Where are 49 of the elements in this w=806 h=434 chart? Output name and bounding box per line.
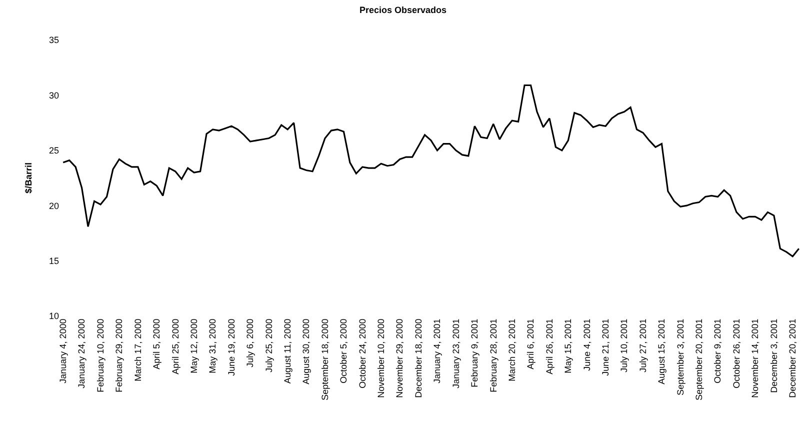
x-tick-label: October 5, 2000 — [338, 318, 349, 384]
y-tick-label: 25 — [48, 146, 59, 156]
x-tick-label: June 21, 2001 — [600, 318, 611, 376]
x-tick-label: April 6, 2001 — [526, 318, 536, 370]
x-tick-label: March 17, 2000 — [132, 318, 143, 382]
x-tick-label: November 10, 2000 — [376, 318, 386, 398]
x-tick-label: January 24, 2000 — [76, 318, 87, 388]
x-tick-label: February 10, 2000 — [95, 318, 106, 392]
y-tick-label: 10 — [48, 311, 59, 322]
x-tick-label: July 27, 2001 — [638, 318, 648, 372]
chart-title: Precios Observados — [359, 4, 447, 15]
x-tick-label: November 29, 2000 — [394, 318, 405, 398]
x-tick-label: January 23, 2001 — [450, 318, 461, 388]
y-tick-label: 20 — [48, 200, 59, 211]
x-tick-label: October 24, 2000 — [357, 318, 368, 388]
x-tick-label: September 20, 2001 — [694, 318, 704, 400]
x-tick-label: July 25, 2000 — [264, 318, 274, 372]
x-tick-label: February 28, 2001 — [488, 318, 498, 392]
x-tick-label: May 31, 2000 — [208, 318, 218, 374]
x-tick-label: April 5, 2000 — [152, 318, 162, 370]
x-tick-label: August 11, 2000 — [282, 318, 293, 384]
x-tick-label: May 12, 2000 — [188, 318, 199, 374]
x-tick-label: August 30, 2000 — [301, 318, 312, 384]
x-tick-label: June 19, 2000 — [226, 318, 236, 376]
y-tick-label: 15 — [48, 256, 59, 266]
x-tick-label: July 10, 2001 — [619, 318, 630, 372]
x-tick-label: October 9, 2001 — [712, 318, 723, 384]
x-tick-label: August 15, 2001 — [656, 318, 667, 384]
x-tick-label: November 14, 2001 — [750, 318, 760, 398]
x-tick-label: December 20, 2001 — [788, 318, 798, 398]
x-tick-label: March 20, 2001 — [506, 318, 517, 382]
x-tick-label: April 26, 2001 — [544, 318, 554, 374]
y-tick-label: 30 — [48, 90, 59, 100]
x-tick-label: January 4, 2001 — [432, 318, 442, 384]
x-tick-label: September 18, 2000 — [320, 318, 330, 400]
y-axis-title: $/Barril — [23, 162, 34, 194]
x-tick-label: October 26, 2001 — [731, 318, 742, 388]
x-tick-label: April 25, 2000 — [170, 318, 180, 374]
line-series — [62, 84, 800, 258]
x-tick-label: February 9, 2001 — [470, 318, 480, 388]
x-tick-label: January 4, 2000 — [58, 318, 68, 384]
x-tick-label: February 29, 2000 — [114, 318, 124, 392]
x-tick-label: December 18, 2000 — [413, 318, 424, 398]
x-tick-label: June 4, 2001 — [582, 318, 592, 371]
x-tick-label: May 15, 2001 — [563, 318, 574, 374]
y-tick-label: 35 — [48, 35, 59, 46]
x-tick-label: September 3, 2001 — [675, 318, 686, 396]
x-tick-label: July 6, 2000 — [245, 318, 256, 368]
x-tick-label: December 3, 2001 — [768, 318, 779, 393]
